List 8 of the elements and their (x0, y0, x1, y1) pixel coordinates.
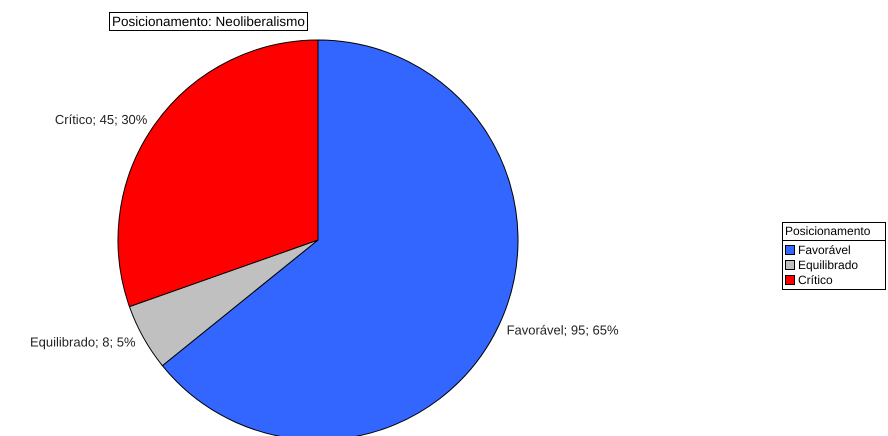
data-label: Crítico; 45; 30% (54, 112, 148, 127)
legend-label: Favorável (798, 242, 851, 256)
data-label: Equilibrado; 8; 5% (30, 334, 136, 350)
legend-label: Equilibrado (798, 258, 858, 272)
legend-title: Posicionamento (783, 223, 885, 241)
data-label: Favorável; 95; 65% (506, 322, 620, 338)
legend-label: Crítico (798, 272, 833, 286)
chart-title: Posicionamento: Neoliberalismo (109, 12, 308, 31)
